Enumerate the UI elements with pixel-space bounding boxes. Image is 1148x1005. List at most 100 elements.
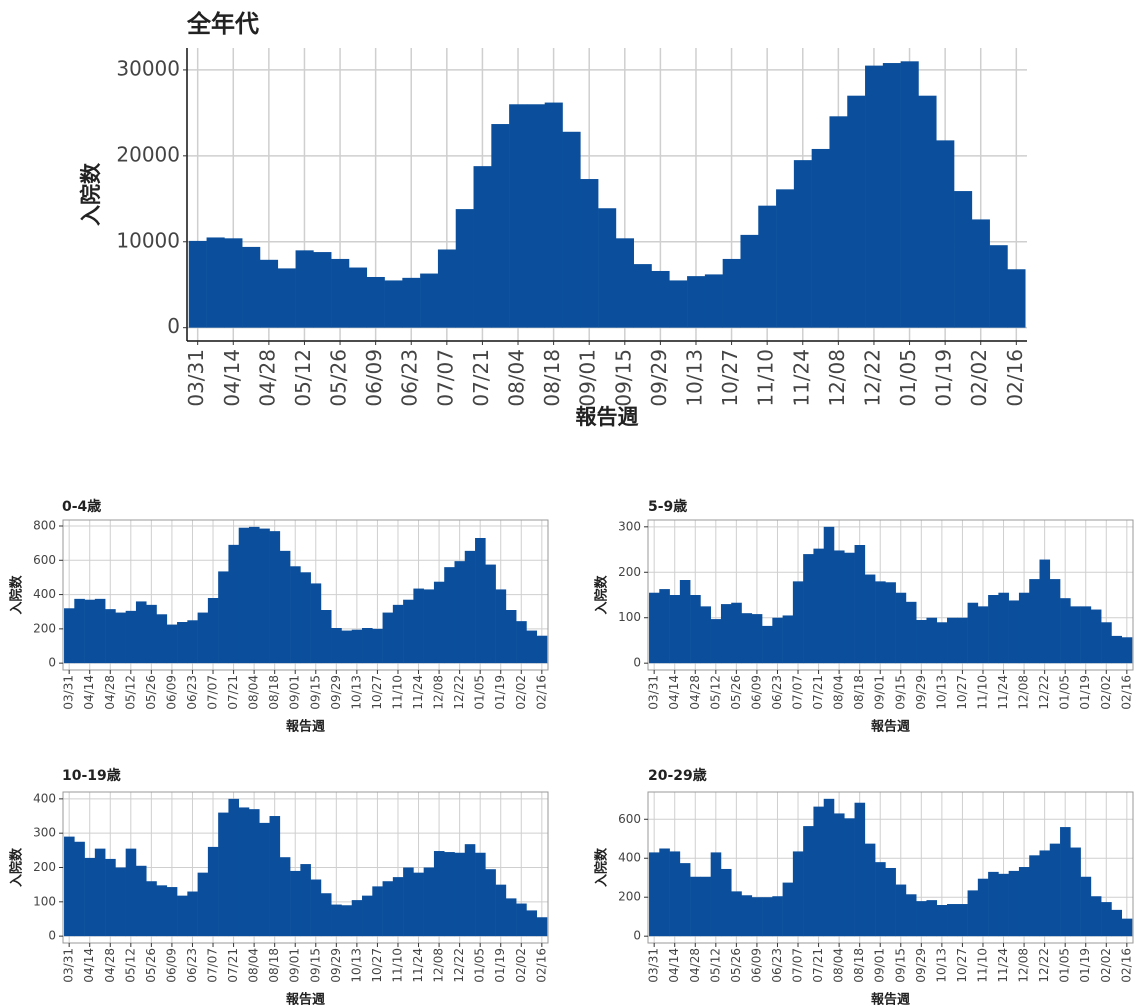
bar (854, 545, 866, 664)
x-tick-label: 06/23 (398, 349, 422, 407)
bar (464, 844, 476, 937)
bar (444, 567, 455, 664)
bar (300, 864, 311, 937)
bar (844, 552, 855, 664)
bar (392, 877, 404, 937)
bar (792, 851, 804, 937)
bar (544, 102, 563, 328)
bar (423, 867, 435, 937)
y-tick-label: 800 (33, 519, 56, 533)
x-tick-label: 06/09 (362, 349, 386, 407)
bar (751, 614, 763, 664)
y-axis-title: 入院数 (9, 847, 25, 887)
x-axis-title: 報告週 (871, 992, 910, 1005)
bar (248, 809, 260, 937)
bar (895, 884, 907, 937)
bar (1039, 559, 1051, 664)
bar (146, 881, 157, 937)
bar (313, 252, 332, 328)
bar (491, 124, 510, 328)
bar (813, 548, 825, 664)
x-axis-title: 報告週 (286, 992, 325, 1005)
bar (823, 798, 835, 937)
x-tick-label: 05/26 (327, 349, 351, 407)
x-tick-label: 12/08 (825, 349, 849, 407)
bar (1121, 637, 1133, 664)
bar (505, 898, 517, 937)
x-tick-label: 11/24 (411, 675, 425, 710)
bar (792, 581, 804, 664)
y-tick-label: 600 (33, 553, 56, 567)
x-tick-label: 01/19 (932, 349, 956, 407)
y-tick-label: 300 (33, 826, 56, 840)
bar (206, 237, 225, 328)
x-tick-label: 11/10 (975, 675, 989, 710)
bar (905, 601, 917, 664)
x-tick-label: 04/28 (688, 948, 702, 983)
x-tick-label: 02/02 (967, 349, 991, 407)
bar (957, 904, 968, 937)
bar (1008, 600, 1020, 664)
x-tick-label: 10/27 (370, 948, 384, 983)
bar (971, 219, 990, 328)
bar (475, 852, 486, 937)
bar (1008, 870, 1020, 937)
bar (957, 617, 968, 664)
x-tick-label: 02/02 (514, 948, 528, 983)
bar (1101, 902, 1112, 937)
bar (651, 270, 670, 328)
x-tick-label: 11/24 (996, 948, 1010, 983)
x-tick-label: 11/10 (390, 948, 404, 983)
bar (864, 574, 876, 664)
x-tick-label: 02/16 (1003, 349, 1027, 407)
bar (495, 884, 507, 937)
x-tick-label: 01/05 (473, 948, 487, 983)
bar (905, 894, 917, 937)
x-tick-label: 07/07 (206, 675, 220, 710)
bar (187, 620, 198, 664)
bar (382, 612, 394, 664)
x-tick-label: 04/28 (103, 675, 117, 710)
bar (562, 131, 581, 328)
x-tick-label: 09/15 (893, 948, 907, 983)
bar (228, 544, 240, 664)
bar (94, 848, 106, 937)
x-tick-label: 07/21 (469, 349, 493, 407)
bar (615, 238, 634, 328)
x-tick-label: 07/07 (791, 948, 805, 983)
bar (751, 897, 763, 937)
bar (847, 95, 866, 328)
bar (829, 116, 848, 328)
x-tick-label: 02/16 (1119, 948, 1133, 983)
bar (669, 595, 681, 664)
bar (413, 872, 424, 937)
bar (485, 564, 496, 664)
y-tick-label: 0 (48, 656, 56, 670)
bar (803, 826, 814, 937)
x-tick-label: 10/13 (349, 675, 363, 710)
panel: 0 200 400 600 800 03/31 04/14 04/28 05/12 05/26 06… (9, 498, 549, 735)
bar (259, 528, 270, 664)
bar (320, 610, 332, 664)
bar (1029, 579, 1040, 664)
bar (988, 871, 999, 937)
x-tick-label: 06/23 (185, 675, 199, 710)
bar (967, 602, 979, 664)
bar (331, 904, 342, 937)
bar (803, 554, 814, 664)
bar (536, 917, 548, 937)
x-tick-label: 01/05 (1058, 675, 1072, 710)
x-tick-label: 06/09 (164, 948, 178, 983)
x-tick-label: 01/05 (473, 675, 487, 710)
x-tick-label: 10/13 (349, 948, 363, 983)
x-tick-label: 09/01 (873, 948, 887, 983)
x-tick-label: 12/22 (1037, 948, 1051, 983)
bar (1060, 827, 1071, 937)
x-axis-title: 報告週 (871, 719, 910, 735)
chart-title: 全年代 (186, 10, 259, 38)
bar (177, 895, 188, 937)
bar (188, 240, 207, 328)
bar (700, 606, 711, 664)
x-tick-label: 01/05 (896, 349, 920, 407)
x-axis-title: 報告週 (576, 405, 639, 429)
